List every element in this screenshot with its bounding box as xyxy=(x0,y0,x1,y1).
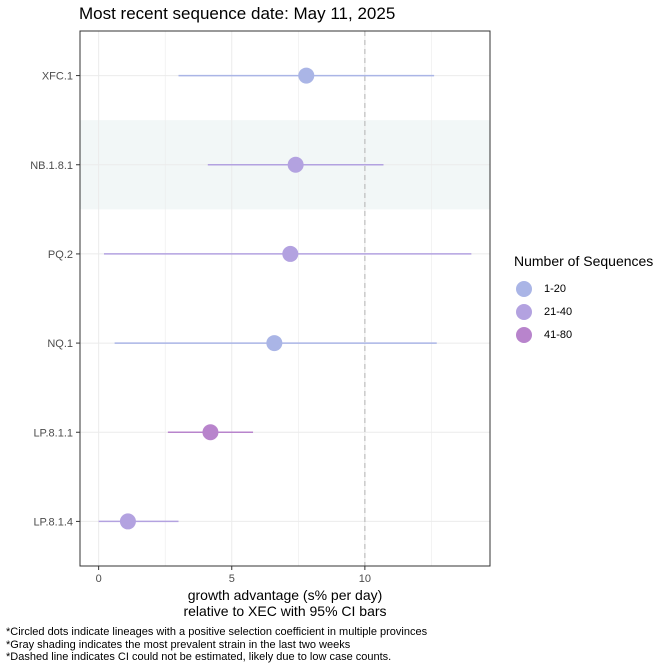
data-point xyxy=(266,335,283,352)
chart-title: Most recent sequence date: May 11, 2025 xyxy=(79,4,396,23)
data-point xyxy=(287,156,304,173)
y-tick-label: LP.8.1.4 xyxy=(33,516,73,528)
footnote: *Gray shading indicates the most prevale… xyxy=(6,638,351,651)
y-tick-label: NQ.1 xyxy=(47,338,73,350)
x-tick-label: 0 xyxy=(96,573,102,585)
legend-label: 1-20 xyxy=(544,282,567,295)
data-point xyxy=(202,424,219,441)
data-point xyxy=(298,67,315,84)
x-axis-sublabel: relative to XEC with 95% CI bars xyxy=(183,603,386,619)
legend-item: 1-20 xyxy=(514,277,653,300)
x-tick-label: 10 xyxy=(359,573,371,585)
legend-swatch xyxy=(516,303,532,320)
legend-title: Number of Sequences xyxy=(514,253,654,269)
plot-panel-border xyxy=(79,30,491,567)
y-tick-label: LP.8.1.1 xyxy=(33,427,73,439)
legend-swatch xyxy=(516,280,532,297)
x-tick-label: 5 xyxy=(229,573,235,585)
legend: Number of Sequences 1-20 21-40 41-80 xyxy=(514,253,653,346)
data-point xyxy=(119,513,136,530)
legend-item: 21-40 xyxy=(514,300,653,323)
legend-item: 41-80 xyxy=(514,323,653,346)
footnote: *Dashed line indicates CI could not be e… xyxy=(6,651,392,663)
x-axis-label: growth advantage (s% per day) xyxy=(188,587,383,603)
data-point xyxy=(282,245,299,262)
legend-label: 21-40 xyxy=(544,305,573,318)
footnote: *Circled dots indicate lineages with a p… xyxy=(6,626,428,638)
y-tick-label: XFC.1 xyxy=(42,71,73,83)
footnotes: *Circled dots indicate lineages with a p… xyxy=(6,626,427,664)
y-tick-label: NB.1.8.1 xyxy=(30,160,73,172)
y-tick-label: PQ.2 xyxy=(48,249,73,261)
legend-swatch xyxy=(516,326,532,343)
legend-label: 41-80 xyxy=(544,328,573,341)
